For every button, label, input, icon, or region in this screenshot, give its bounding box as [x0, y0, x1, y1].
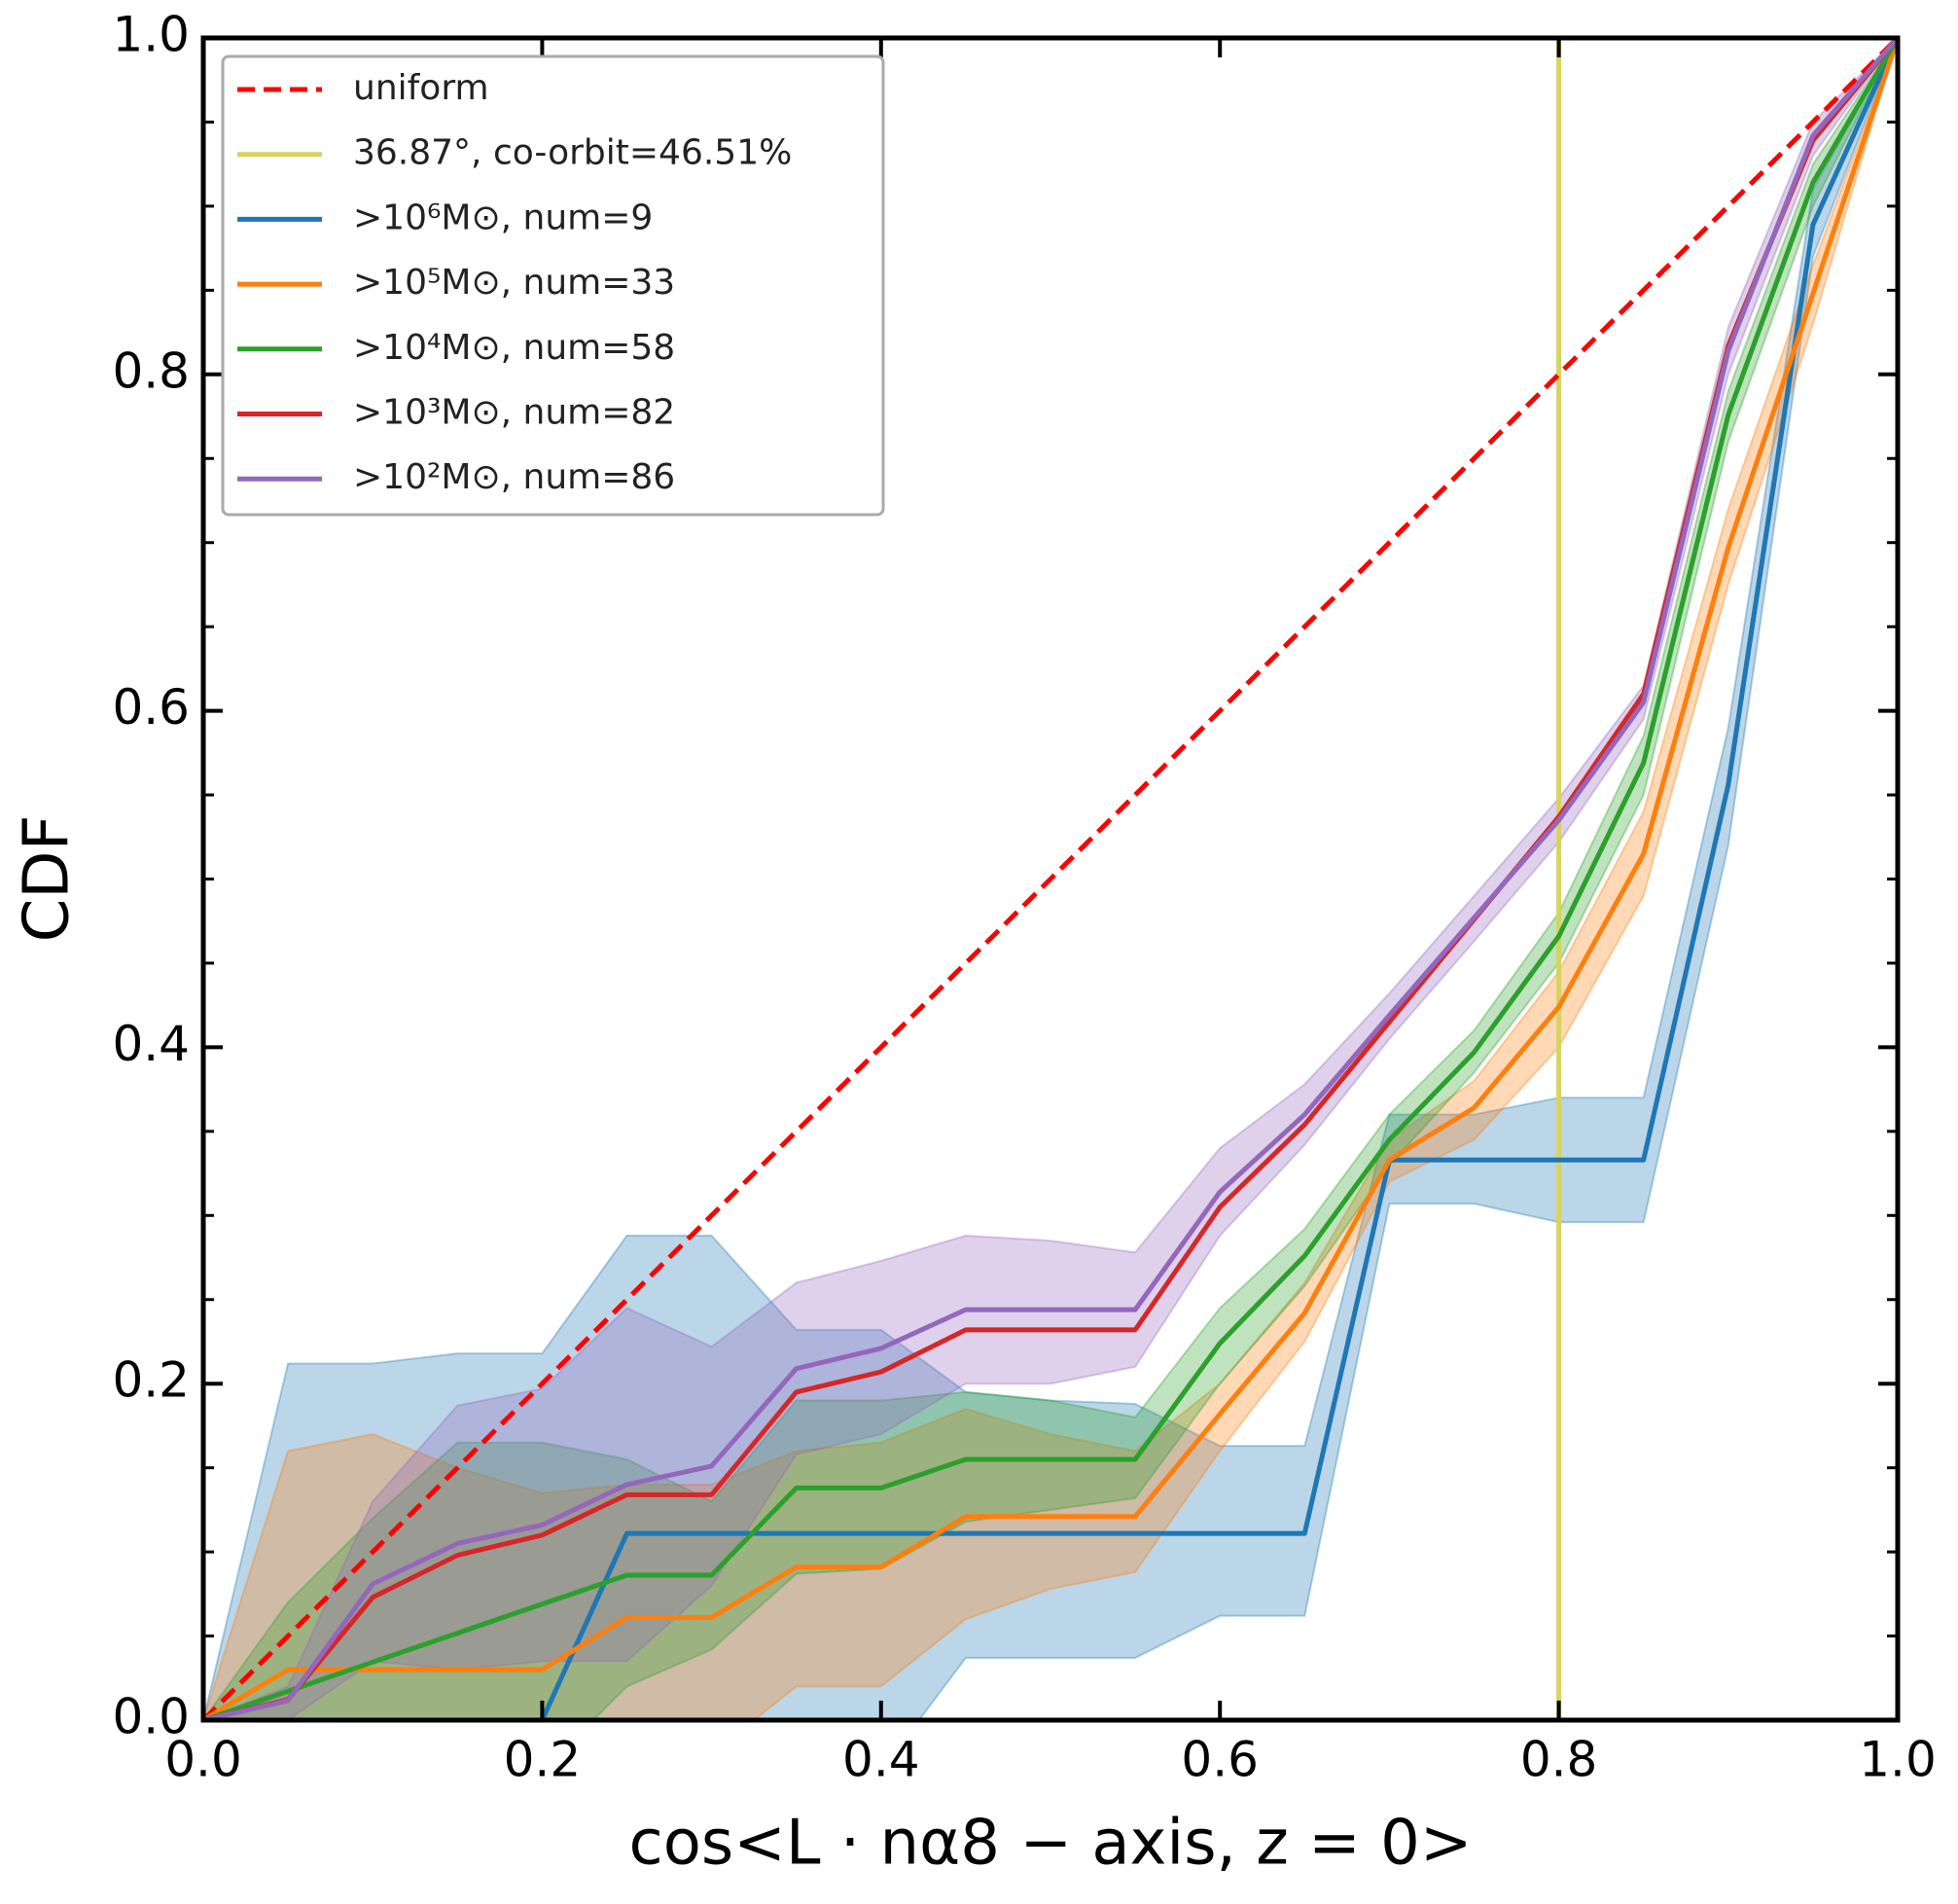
- plot-area: [203, 38, 1898, 1720]
- x-tick-label: 0.0: [164, 1732, 242, 1788]
- legend-label: >10⁶M⊙, num=9: [353, 198, 653, 237]
- y-tick-label: 0.6: [112, 679, 190, 736]
- legend-label: >10⁵M⊙, num=33: [353, 263, 675, 303]
- series-line: [203, 38, 1898, 1720]
- legend: uniform 36.87°, co-orbit=46.51% >10⁶M⊙, nu…: [221, 54, 885, 517]
- series-line: [203, 38, 1898, 1720]
- axes: 0.0 0.2 0.4 0.6 0.8 1.0 0.0 0.2 0.4 0.6 0.8 1.0: [112, 7, 1936, 1788]
- error-band: [203, 38, 1898, 1720]
- series-line: [203, 38, 1898, 1720]
- series-line: [203, 38, 1898, 1720]
- reference-line: [203, 38, 1898, 1720]
- y-tick-label: 0.2: [112, 1352, 190, 1409]
- legend-label: uniform: [353, 68, 489, 108]
- y-axis-label: CDF: [12, 815, 84, 943]
- legend-box: [221, 54, 885, 517]
- x-tick-label: 1.0: [1859, 1732, 1937, 1788]
- x-tick-label: 0.8: [1520, 1732, 1598, 1788]
- x-tick-label: 0.2: [504, 1732, 582, 1788]
- series-line: [203, 38, 1898, 1720]
- x-tick-label: 0.4: [842, 1732, 920, 1788]
- y-tick-label: 0.0: [112, 1689, 190, 1745]
- legend-label: >10²M⊙, num=86: [353, 457, 675, 497]
- x-axis-label: cos<L · nα8 − axis, z = 0>: [629, 1808, 1473, 1880]
- legend-label: >10⁴M⊙, num=58: [353, 328, 675, 368]
- y-tick-label: 0.4: [112, 1016, 190, 1072]
- y-tick-label: 1.0: [112, 7, 190, 63]
- x-tick-label: 0.6: [1181, 1732, 1259, 1788]
- legend-label: 36.87°, co-orbit=46.51%: [353, 133, 792, 173]
- legend-label: >10³M⊙, num=82: [353, 393, 675, 433]
- y-tick-label: 0.8: [112, 342, 190, 399]
